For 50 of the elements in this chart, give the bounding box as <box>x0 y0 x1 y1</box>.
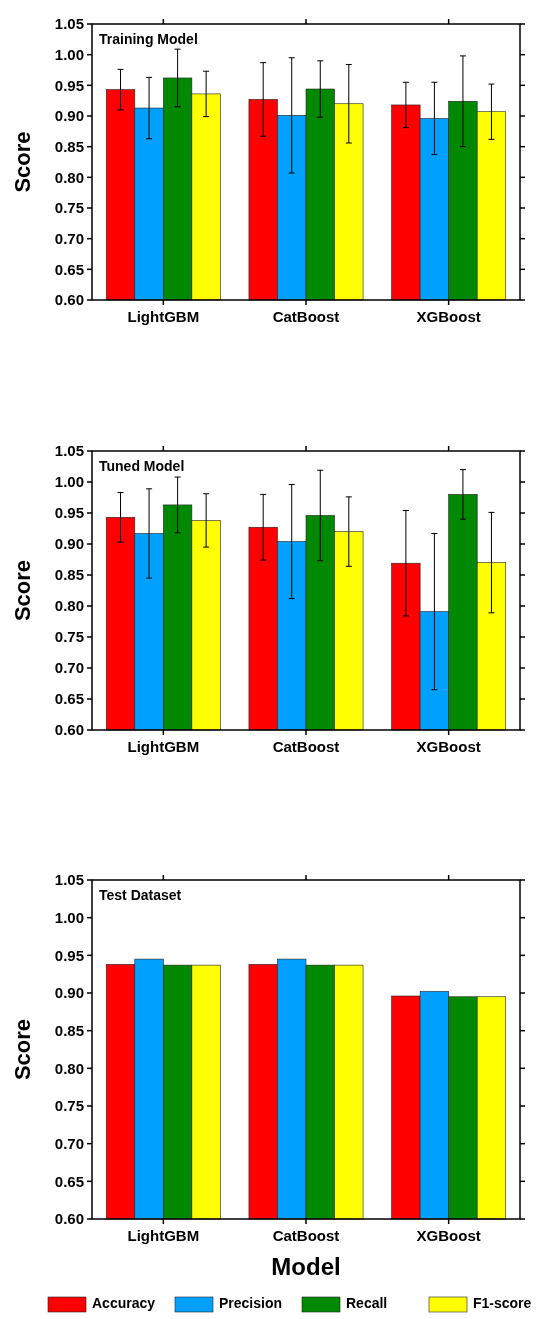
y-tick-label: 0.60 <box>54 291 84 309</box>
x-tick-label: XGBoost <box>416 308 481 325</box>
text: Tuned Model <box>99 458 185 474</box>
y-tick-label: 0.95 <box>54 504 84 522</box>
y-tick-label: 0.90 <box>54 984 84 1002</box>
x-tick-label: CatBoost <box>272 308 340 325</box>
y-tick-label: 0.80 <box>54 597 84 615</box>
y-tick-label: 0.60 <box>54 1210 84 1228</box>
y-tick-label: 0.85 <box>54 1021 84 1039</box>
legend-label: Precision <box>219 1295 283 1311</box>
legend-label: F1-score <box>473 1295 532 1311</box>
y-tick-label: 1.00 <box>54 473 84 491</box>
x-tick-label: LightGBM <box>127 308 200 325</box>
y-axis-title: Score <box>10 131 35 193</box>
x-tick-label: XGBoost <box>416 738 481 755</box>
y-tick-label: 0.90 <box>54 107 84 125</box>
x-axis-title: Model <box>271 1253 341 1280</box>
y-tick-label: 1.05 <box>54 871 84 889</box>
legend-label: Recall <box>346 1295 388 1311</box>
x-tick-label: CatBoost <box>272 1227 340 1244</box>
y-axis-title: Score <box>10 559 35 622</box>
y-tick-label: 0.65 <box>54 690 84 708</box>
y-tick-label: 0.65 <box>54 260 84 278</box>
y-tick-label: 0.70 <box>54 1134 84 1152</box>
y-axis-title: Score <box>10 1018 35 1081</box>
y-tick-label: 1.05 <box>54 442 84 460</box>
text: Test Dataset <box>99 887 182 903</box>
y-tick-label: 1.05 <box>54 15 84 33</box>
x-tick-label: XGBoost <box>416 1227 481 1244</box>
y-tick-label: 0.85 <box>54 566 84 584</box>
x-tick-label: LightGBM <box>127 1227 200 1244</box>
y-tick-label: 0.75 <box>54 628 84 646</box>
y-tick-label: 1.00 <box>54 45 84 63</box>
y-tick-label: 0.95 <box>54 946 84 964</box>
y-tick-label: 0.85 <box>54 137 84 155</box>
text: Training Model <box>99 31 198 47</box>
y-tick-label: 1.00 <box>54 908 84 926</box>
legend-label: Accuracy <box>92 1295 156 1311</box>
y-tick-label: 0.80 <box>54 1059 84 1077</box>
y-tick-label: 0.75 <box>54 199 84 217</box>
y-tick-label: 0.70 <box>54 229 84 247</box>
y-tick-label: 0.80 <box>54 168 84 186</box>
y-tick-label: 0.60 <box>54 721 84 739</box>
y-tick-label: 0.95 <box>54 76 84 94</box>
y-tick-label: 0.90 <box>54 535 84 553</box>
x-tick-label: LightGBM <box>127 738 200 755</box>
y-tick-label: 0.70 <box>54 659 84 677</box>
y-tick-label: 0.65 <box>54 1172 84 1190</box>
x-tick-label: CatBoost <box>272 738 340 755</box>
y-tick-label: 0.75 <box>54 1097 84 1115</box>
